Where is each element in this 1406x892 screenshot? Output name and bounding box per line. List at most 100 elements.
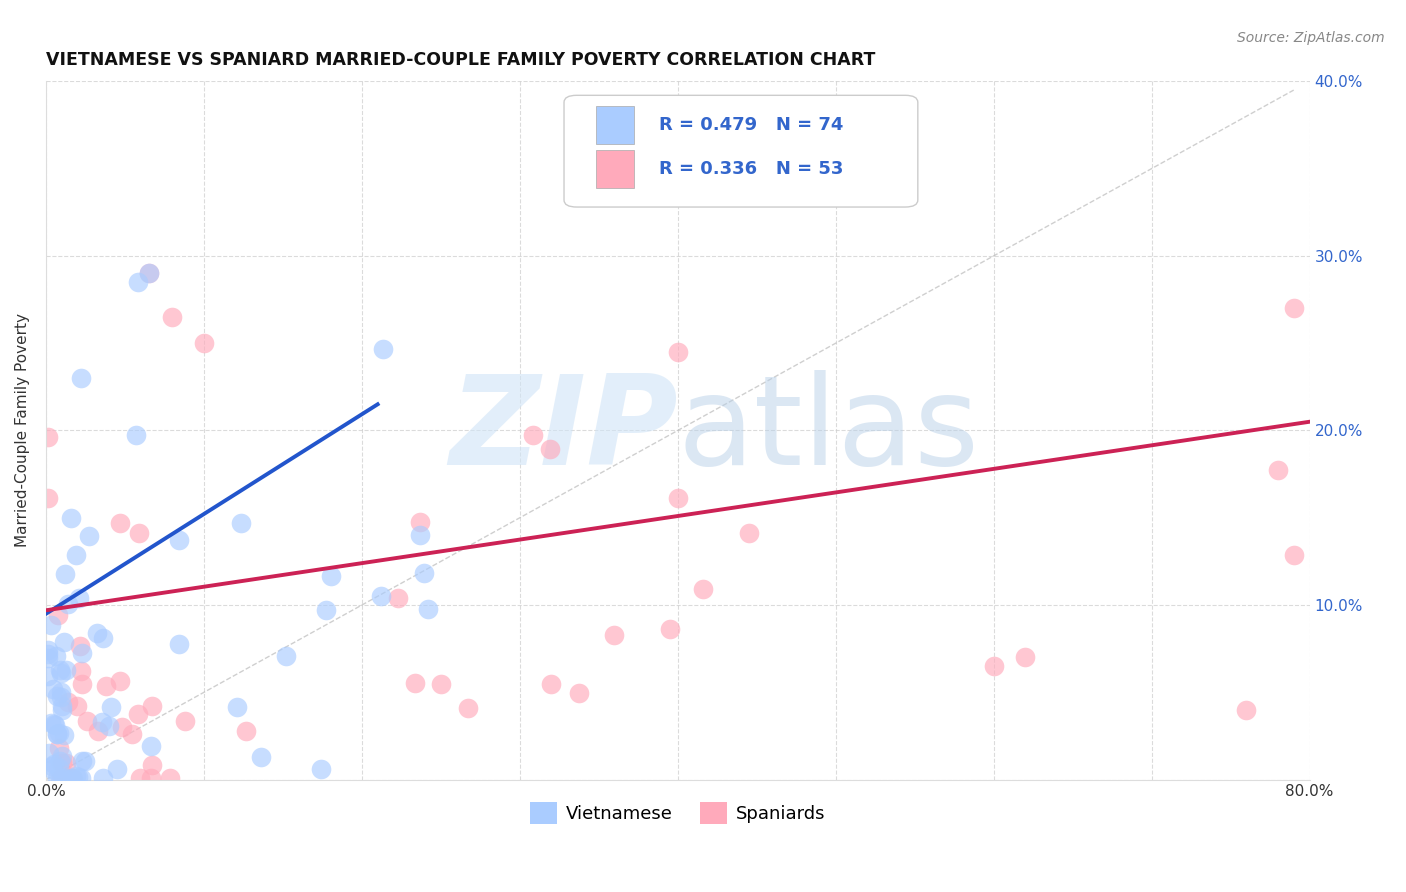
Point	[159, 771, 181, 785]
Point	[138, 266, 160, 280]
Point	[60, 771, 83, 785]
Point	[37, 429, 59, 443]
Point	[49, 771, 72, 785]
Point	[125, 427, 148, 442]
Point	[45, 727, 67, 741]
Point	[46, 608, 69, 623]
Point	[38, 746, 60, 760]
Text: R = 0.336   N = 53: R = 0.336 N = 53	[659, 161, 844, 178]
FancyBboxPatch shape	[596, 150, 634, 188]
Point	[91, 771, 114, 785]
Point	[193, 336, 215, 351]
Point	[127, 275, 149, 289]
Point	[53, 566, 76, 581]
Point	[70, 664, 93, 678]
Point	[141, 757, 163, 772]
Point	[46, 771, 69, 785]
Point	[41, 759, 63, 773]
Point	[162, 310, 184, 324]
Point	[58, 695, 80, 709]
Point	[309, 762, 332, 776]
Point	[62, 771, 84, 785]
FancyBboxPatch shape	[596, 106, 634, 145]
Point	[138, 266, 160, 280]
Point	[91, 631, 114, 645]
Point	[128, 771, 150, 785]
Point	[568, 686, 591, 700]
Point	[49, 666, 72, 681]
Point	[46, 727, 69, 741]
Point	[121, 726, 143, 740]
Point	[51, 749, 73, 764]
Point	[315, 603, 337, 617]
Point	[1282, 548, 1305, 562]
Point	[39, 716, 62, 731]
Point	[42, 682, 65, 697]
Point	[111, 720, 134, 734]
Point	[457, 701, 479, 715]
Text: atlas: atlas	[678, 370, 980, 491]
Point	[413, 566, 436, 580]
Point	[983, 659, 1005, 673]
Point	[52, 771, 75, 785]
Point	[45, 649, 67, 664]
Point	[108, 516, 131, 531]
Text: Source: ZipAtlas.com: Source: ZipAtlas.com	[1237, 31, 1385, 45]
Point	[48, 663, 70, 677]
Point	[229, 516, 252, 531]
Point	[66, 771, 89, 785]
Point	[65, 549, 87, 563]
Point	[538, 442, 561, 457]
Point	[141, 699, 163, 714]
Point	[373, 343, 395, 357]
Point	[416, 601, 439, 615]
Point	[76, 714, 98, 729]
Point	[91, 714, 114, 729]
Point	[41, 763, 63, 777]
Point	[49, 690, 72, 704]
Point	[1014, 650, 1036, 665]
Point	[249, 750, 271, 764]
Point	[1267, 462, 1289, 476]
Point	[128, 525, 150, 540]
Point	[51, 699, 73, 714]
Point	[51, 756, 73, 770]
Point	[55, 756, 77, 770]
Text: VIETNAMESE VS SPANIARD MARRIED-COUPLE FAMILY POVERTY CORRELATION CHART: VIETNAMESE VS SPANIARD MARRIED-COUPLE FA…	[46, 51, 876, 69]
Legend: Vietnamese, Spaniards: Vietnamese, Spaniards	[520, 793, 835, 833]
Point	[51, 771, 73, 785]
FancyBboxPatch shape	[564, 95, 918, 207]
Point	[37, 669, 59, 683]
Point	[44, 718, 66, 732]
Point	[692, 582, 714, 597]
Point	[540, 676, 562, 690]
Point	[127, 706, 149, 721]
Point	[51, 685, 73, 699]
Point	[167, 637, 190, 651]
Point	[41, 618, 63, 632]
Point	[37, 647, 59, 661]
Point	[139, 739, 162, 753]
Point	[96, 679, 118, 693]
Point	[42, 757, 65, 772]
Point	[174, 714, 197, 728]
Point	[70, 646, 93, 660]
Point	[55, 663, 77, 677]
Point	[603, 627, 626, 641]
Point	[387, 591, 409, 605]
Point	[42, 717, 65, 731]
Point	[69, 771, 91, 785]
Point	[235, 724, 257, 739]
Point	[65, 769, 87, 783]
Point	[52, 728, 75, 742]
Point	[69, 639, 91, 653]
Point	[1234, 703, 1257, 717]
Point	[48, 741, 70, 756]
Point	[139, 771, 162, 785]
Point	[56, 597, 79, 611]
Point	[276, 648, 298, 663]
Point	[70, 754, 93, 768]
Point	[430, 676, 453, 690]
Point	[69, 371, 91, 385]
Point	[522, 428, 544, 442]
